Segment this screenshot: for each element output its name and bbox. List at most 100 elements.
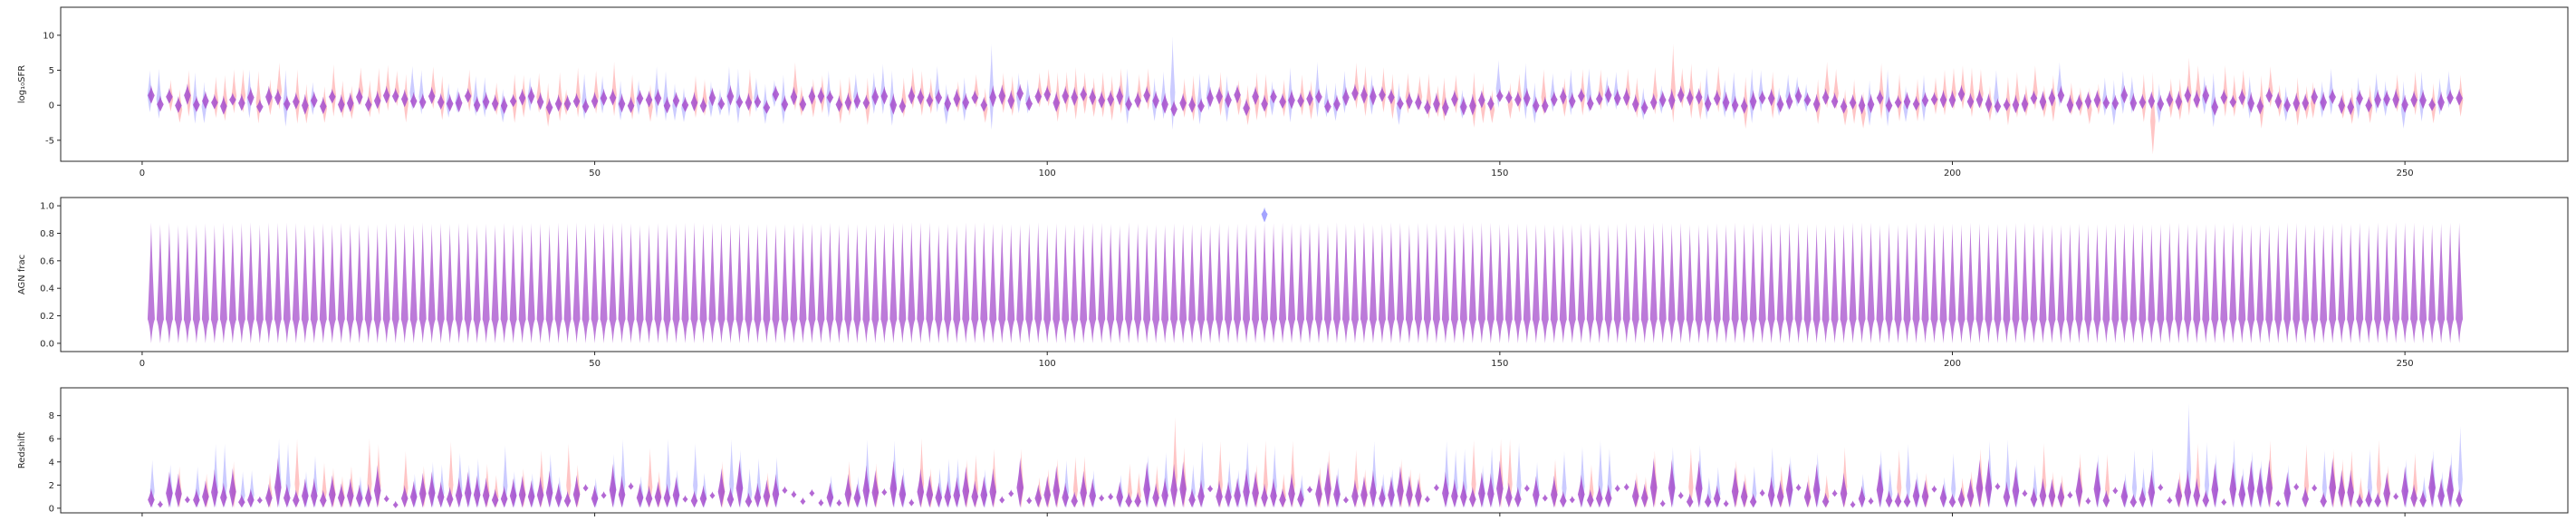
violin-b-154: [1533, 96, 1540, 113]
violin-29: [400, 223, 409, 343]
violin-126: [1279, 222, 1287, 343]
violin-b-108: [1116, 481, 1123, 508]
violin-114: [1170, 223, 1178, 343]
violin-b-81: [871, 469, 879, 508]
violin-b-170: [1677, 85, 1685, 103]
violin-b-105: [1089, 87, 1096, 106]
violin-a-134: [1353, 62, 1360, 110]
violin-b-191: [1867, 93, 1875, 113]
violin-238: [2292, 223, 2301, 343]
violin-a-196: [1915, 78, 1920, 121]
violin-59: [672, 223, 680, 343]
violin-166: [1640, 224, 1648, 343]
violin-136: [1369, 225, 1377, 343]
violin-183: [1795, 483, 1802, 491]
violin-b-10: [229, 468, 236, 508]
violin-112: [1152, 225, 1160, 343]
violin-b-229: [2211, 96, 2219, 116]
violin-b-214: [2075, 93, 2083, 111]
violin-b-102: [1062, 482, 1069, 508]
violin-27: [383, 494, 389, 503]
violin-b-68: [754, 482, 762, 508]
violin-192: [1876, 225, 1884, 343]
violin-b-255: [2446, 89, 2454, 105]
violin-79: [853, 224, 861, 343]
violin-138: [1387, 222, 1395, 343]
violin-b-256: [2456, 488, 2463, 508]
violin-85: [908, 222, 916, 343]
violin-121: [1234, 223, 1242, 343]
violin-191: [1868, 497, 1874, 505]
violin-b-159: [1577, 474, 1585, 508]
violin-108: [1116, 225, 1124, 343]
violin-b-209: [2030, 487, 2038, 508]
violin-b-76: [826, 90, 834, 104]
violin-143: [1433, 483, 1439, 492]
violin-70: [772, 224, 780, 343]
violin-b-160: [1586, 94, 1594, 111]
violin-49: [582, 484, 589, 492]
violin-b-251: [2410, 90, 2417, 108]
violin-b-102: [1062, 85, 1069, 105]
violin-b-100: [1043, 476, 1052, 508]
violin-b-226: [2184, 469, 2192, 508]
violin-b-234: [2256, 467, 2264, 508]
violin-b-174: [1713, 89, 1721, 106]
chart-panel-2: 0 50 100 150 200 250 0.0 0.2 0.4 0.6 0.8 1.0 AGN fra…: [17, 197, 2569, 369]
violin-b-90: [953, 88, 961, 108]
x-tick-label: 150: [1491, 169, 1508, 178]
violin-82: [881, 487, 888, 497]
violin-a-192: [1879, 63, 1884, 120]
violin-b-51: [600, 88, 608, 106]
violin-b-229: [2211, 462, 2219, 508]
violin-216: [2093, 224, 2101, 343]
violin-28: [391, 223, 399, 343]
violin-28: [392, 500, 399, 508]
violin-b-197: [1921, 479, 1929, 508]
violin-b-12: [247, 488, 255, 508]
violin-b-81: [871, 86, 879, 106]
x-tick-label: 50: [589, 359, 601, 369]
violin-184: [1803, 224, 1812, 343]
violin-b-27: [382, 85, 390, 104]
violin-173: [1704, 224, 1712, 343]
violin-b-74: [808, 85, 816, 105]
violin-b-94: [989, 468, 997, 508]
violin-b-39: [491, 93, 499, 111]
violin-b-252: [2419, 489, 2427, 508]
violin-b-225: [2175, 91, 2183, 111]
x-tick-label: 0: [139, 169, 145, 178]
violin-168: [1658, 222, 1667, 343]
violin-124: [1261, 222, 1269, 343]
violin-72: [791, 490, 797, 498]
violin-156: [1550, 225, 1558, 343]
violin-24: [355, 224, 363, 343]
violin-133: [1342, 496, 1349, 504]
violin-72: [790, 224, 798, 343]
violin-150: [1495, 224, 1504, 343]
axes-frame: [60, 6, 2569, 162]
violin-b-40: [500, 95, 508, 114]
violin-198: [1930, 223, 1938, 343]
violin-b-196: [1912, 478, 1920, 508]
violin-3: [165, 222, 173, 343]
violin-b-12: [247, 86, 255, 107]
violin-217: [2102, 224, 2110, 343]
violin-153: [1523, 484, 1530, 492]
violin-97: [1016, 224, 1024, 343]
violin-b-155: [1542, 96, 1549, 114]
violin-84: [899, 223, 907, 343]
violin-b-132: [1333, 474, 1341, 508]
violin-b-231: [2229, 94, 2237, 109]
violin-b-186: [1821, 88, 1830, 105]
y-tick-label: 0.8: [40, 229, 54, 239]
violin-26: [373, 224, 381, 343]
violin-b-48: [572, 92, 581, 109]
violin-147: [1468, 225, 1476, 343]
violin-b-54: [627, 96, 635, 113]
violin-a-247: [2376, 439, 2381, 508]
violin-b-211: [2048, 87, 2056, 107]
violin-b-88: [935, 482, 943, 508]
violin-b-22: [337, 483, 345, 508]
violin-b-112: [1152, 483, 1159, 508]
